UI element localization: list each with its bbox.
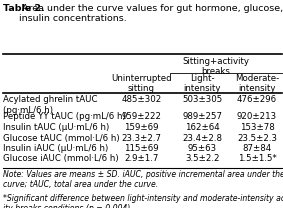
Text: 503±305: 503±305	[182, 95, 222, 104]
Text: 23.3±2.7: 23.3±2.7	[121, 134, 162, 142]
Text: Peptide YY tAUC (pg·mL/6 h): Peptide YY tAUC (pg·mL/6 h)	[3, 112, 126, 121]
Text: Sitting+activity
breaks: Sitting+activity breaks	[182, 57, 249, 76]
Text: Light-
intensity: Light- intensity	[184, 74, 221, 93]
Text: 485±302: 485±302	[121, 95, 162, 104]
Text: 1.5±1.5*: 1.5±1.5*	[238, 154, 276, 163]
Text: *Significant difference between light-intensity and moderate-intensity activ-
it: *Significant difference between light-in…	[3, 194, 283, 208]
Text: 159±69: 159±69	[124, 123, 159, 132]
Text: 153±78: 153±78	[240, 123, 274, 132]
Text: 115±69: 115±69	[124, 144, 159, 153]
Text: Insulin tAUC (μU·mL/6 h): Insulin tAUC (μU·mL/6 h)	[3, 123, 109, 132]
Text: 920±213: 920±213	[237, 112, 277, 121]
Text: Note: Values are means ± SD. iAUC, positive incremental area under the
curve; tA: Note: Values are means ± SD. iAUC, posit…	[3, 170, 283, 189]
Text: 162±64: 162±64	[185, 123, 220, 132]
Text: 989±257: 989±257	[182, 112, 222, 121]
Text: 959±222: 959±222	[121, 112, 162, 121]
Text: 476±296: 476±296	[237, 95, 277, 104]
Text: Area under the curve values for gut hormone, glucose, and
insulin concentrations: Area under the curve values for gut horm…	[19, 4, 283, 23]
Text: 87±84: 87±84	[242, 144, 272, 153]
Text: Uninterrupted
sitting: Uninterrupted sitting	[111, 74, 172, 93]
Text: 95±63: 95±63	[188, 144, 217, 153]
Text: 2.9±1.7: 2.9±1.7	[124, 154, 159, 163]
Text: Glucose iAUC (mmol·L/6 h): Glucose iAUC (mmol·L/6 h)	[3, 154, 119, 163]
Text: 3.5±2.2: 3.5±2.2	[185, 154, 220, 163]
Text: Moderate-
intensity: Moderate- intensity	[235, 74, 279, 93]
Text: 23.4±2.8: 23.4±2.8	[182, 134, 222, 142]
Text: Acylated ghrelin tAUC
(pg·mL/6 h): Acylated ghrelin tAUC (pg·mL/6 h)	[3, 95, 97, 115]
Text: Glucose tAUC (mmol·L/6 h): Glucose tAUC (mmol·L/6 h)	[3, 134, 119, 142]
Text: 23.5±2.3: 23.5±2.3	[237, 134, 277, 142]
Text: Insulin iAUC (μU·mL/6 h): Insulin iAUC (μU·mL/6 h)	[3, 144, 108, 153]
Text: Table 2.: Table 2.	[3, 4, 45, 13]
